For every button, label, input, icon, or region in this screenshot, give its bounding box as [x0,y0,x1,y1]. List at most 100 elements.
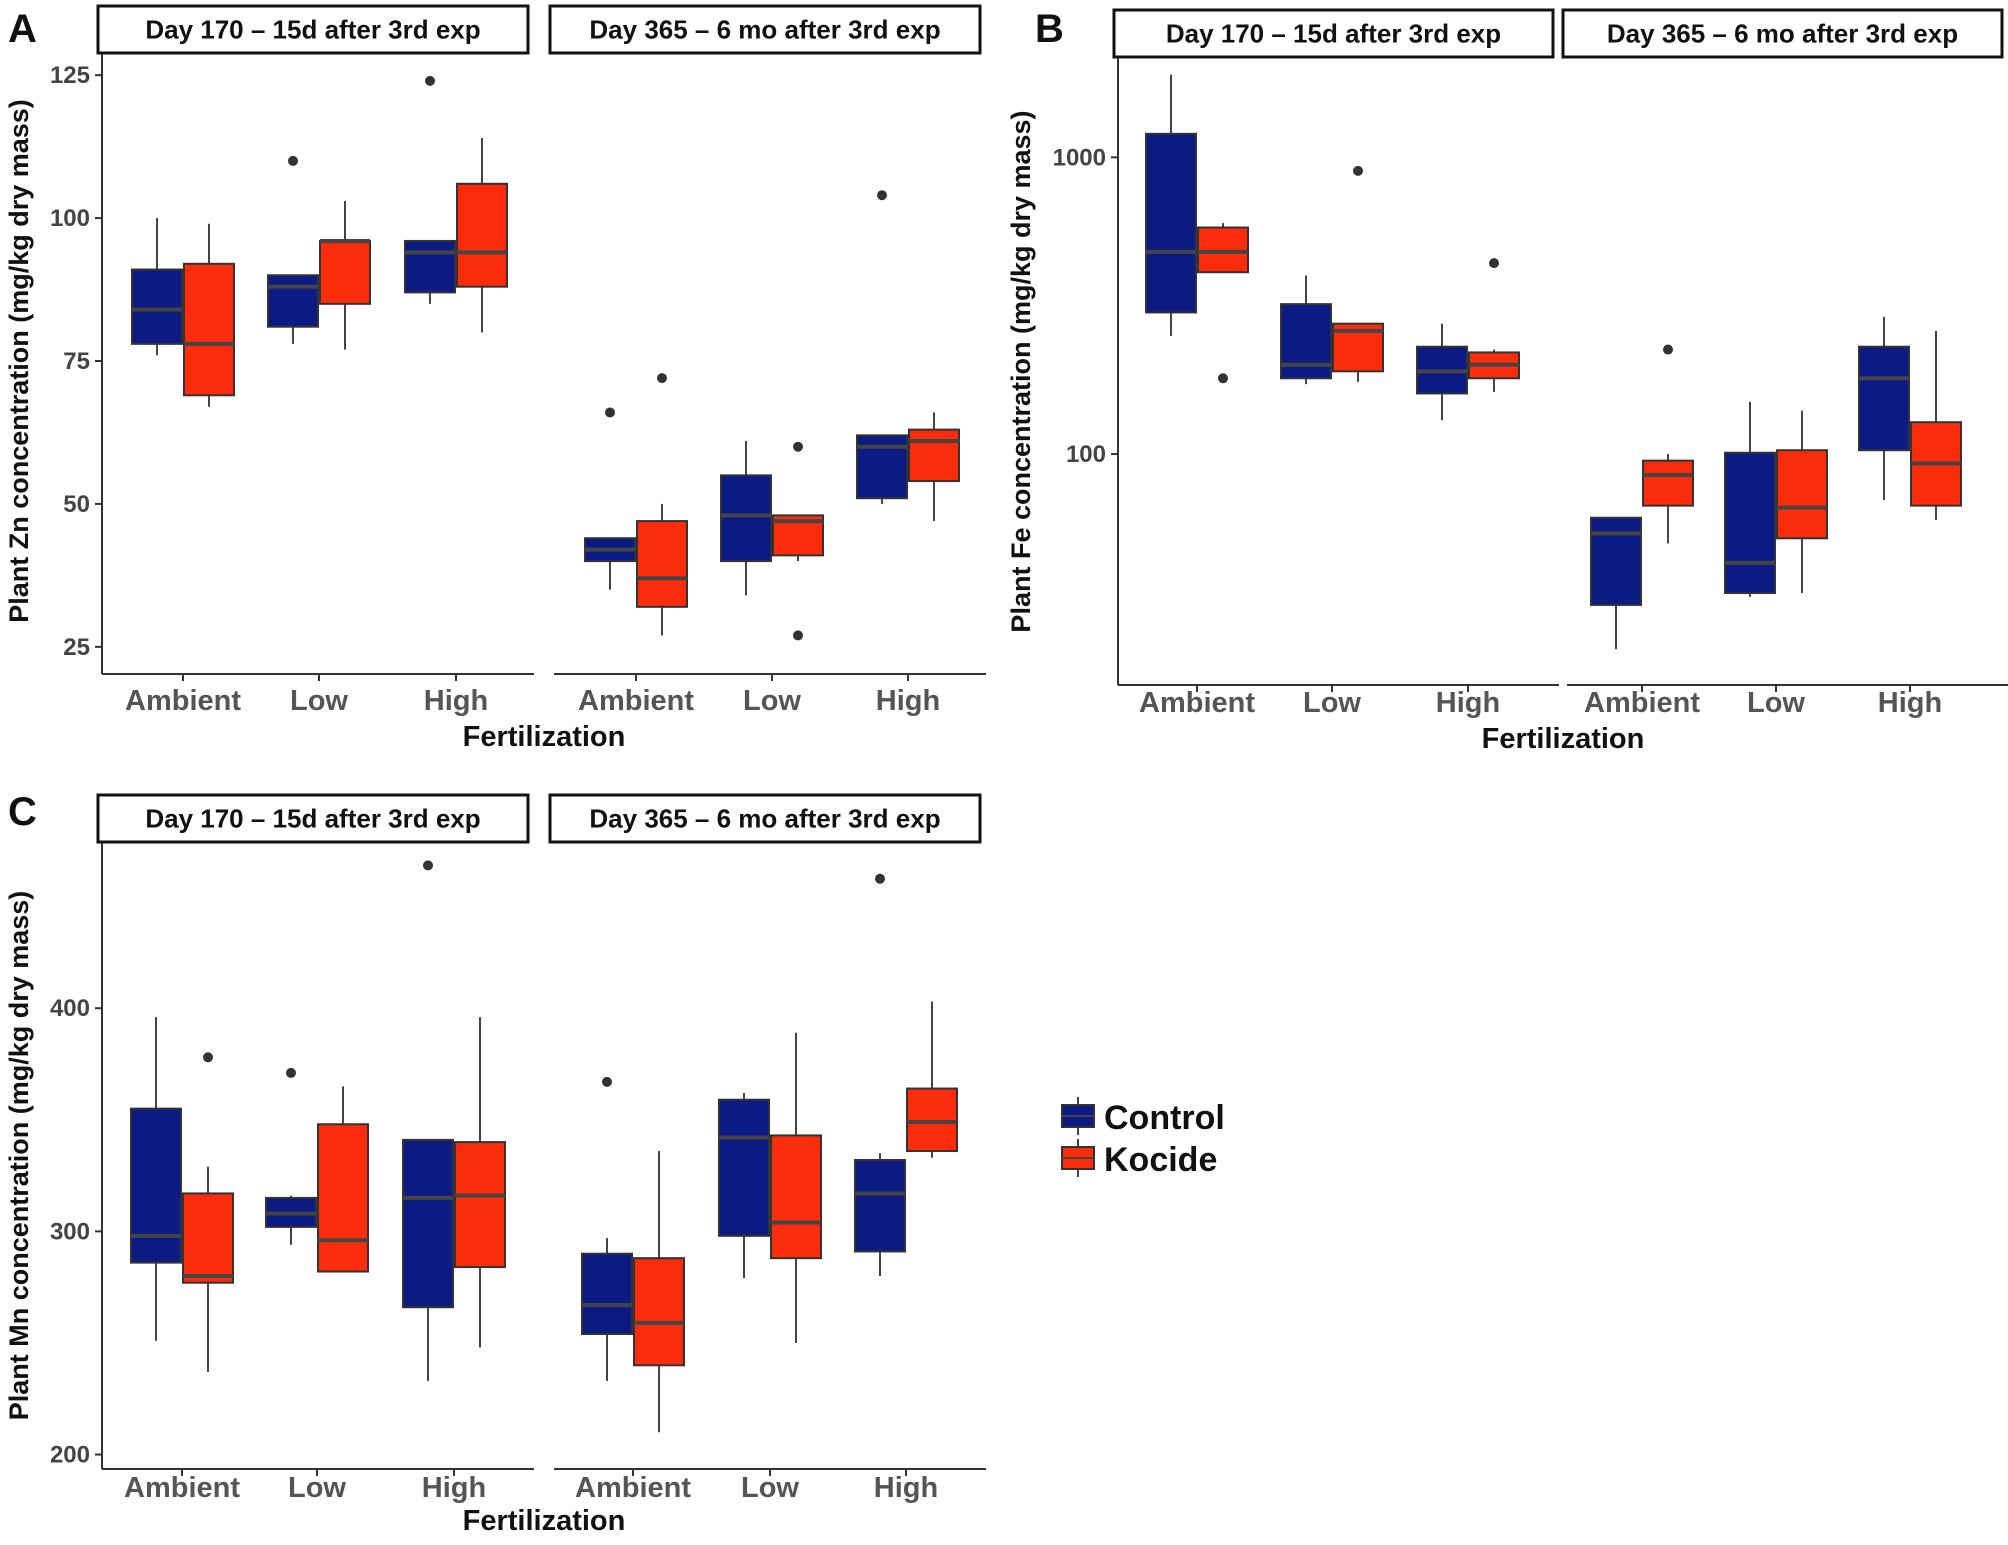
box-body [131,268,183,345]
box-body [1197,226,1249,274]
y-tick-label: 1000 [1053,144,1106,171]
facet-1: Day 170 – 15d after 3rd exp Ambient Low Hig… [96,4,534,717]
box-body [854,1158,906,1253]
x-tick-label: Low [741,1472,799,1504]
y-axis-title: Plant Mn concentration (mg/kg dry mass) [4,891,34,1421]
outlier-point [423,860,433,871]
box-body [130,1107,182,1264]
y-axis-title: Plant Fe concentration (mg/kg dry mass) [1006,110,1036,632]
legend-item-control: Control [1061,1097,1225,1137]
facet-strip-label: Day 365 – 6 mo after 3rd exp [589,804,940,834]
box-body [581,1252,633,1336]
box-body [1145,132,1197,314]
x-tick-label: Ambient [1139,687,1255,719]
box-kocide-ambient [182,1052,234,1372]
panel-B: B 100 1000 Plant Fe concentration (mg/kg dr… [1006,7,2008,755]
outlier-point [1353,165,1363,176]
outlier-point [1489,258,1499,269]
y-tick-label: 25 [63,634,90,661]
box-control-low [720,441,772,596]
box-body [402,1138,454,1309]
box-kocide-ambient [1642,344,1694,544]
box-kocide-low [317,1086,369,1273]
x-tick-label: Ambient [575,1472,691,1504]
facet-strip-label: Day 170 – 15d after 3rd exp [145,804,480,834]
y-tick-label: 50 [63,491,90,518]
x-tick-label: High [876,685,940,717]
box-control-high [856,190,908,504]
facet-2: Day 365 – 6 mo after 3rd exp Ambient Low Hi… [548,793,986,1504]
box-kocide-low [1776,410,1828,594]
box-control-low [1724,401,1776,597]
facet-strip-label: Day 365 – 6 mo after 3rd exp [589,15,940,45]
outlier-point [657,373,667,384]
x-axis-title: Fertilization [463,721,626,753]
box-control-ambient [131,218,183,356]
box-body [183,262,235,397]
box-control-ambient [130,1017,182,1341]
box-body [1858,345,1910,452]
box-body [633,1257,685,1367]
box-body [319,239,371,305]
legend-label-control: Control [1104,1099,1225,1137]
box-kocide-high [456,138,508,333]
legend-item-kocide: Kocide [1061,1139,1217,1179]
box-body [906,1087,958,1153]
outlier-point [288,155,298,166]
outlier-point [286,1067,296,1078]
box-control-low [1280,275,1332,385]
x-tick-label: Low [1747,687,1805,719]
x-tick-label: Low [288,1472,346,1504]
facet-strip-label: Day 170 – 15d after 3rd exp [1166,19,1501,49]
box-body [856,434,908,500]
box-kocide-low [319,200,371,350]
x-tick-label: Ambient [125,685,241,717]
box-body [720,474,772,563]
legend: Control Kocide [1061,1097,1225,1179]
facet-strip [548,4,982,55]
box-body [317,1123,369,1273]
outlier-point [877,190,887,201]
outlier-point [793,441,803,452]
x-tick-label: High [422,1472,486,1504]
y-tick-label: 125 [50,62,90,89]
outlier-point [875,873,885,884]
facet-strip-label: Day 365 – 6 mo after 3rd exp [1607,19,1958,49]
box-body [1280,303,1332,380]
box-body [1724,451,1776,595]
box-kocide-high [908,412,960,522]
box-control-high [402,860,454,1381]
box-kocide-low [1332,165,1384,382]
box-control-low [718,1093,770,1279]
x-tick-label: Ambient [124,1472,240,1504]
box-control-high [1858,316,1910,500]
y-tick-label: 100 [50,205,90,232]
box-control-ambient [1145,74,1197,336]
box-control-high [1416,323,1468,421]
box-kocide-ambient [1197,223,1249,384]
box-kocide-high [1910,330,1962,520]
box-kocide-high [906,1001,958,1158]
box-body [636,520,688,608]
box-body [267,274,319,328]
outlier-point [425,75,435,86]
outlier-point [793,630,803,641]
panel-C: C 200 300 400 Plant Mn concentration (mg/kg … [4,790,986,1537]
x-tick-label: High [874,1472,938,1504]
box-control-high [404,75,456,304]
y-tick-label: 100 [1066,441,1106,468]
y-tick-label: 75 [63,348,90,375]
facet-2: Day 365 – 6 mo after 3rd exp Ambient Low Hi… [1561,8,2008,719]
x-axis-title: Fertilization [463,1505,626,1537]
facet-1: Day 170 – 15d after 3rd exp Ambient Low Hig… [1112,8,1559,719]
y-tick-label: 400 [50,995,90,1022]
facet-2: Day 365 – 6 mo after 3rd exp Ambient Low Hi… [548,4,986,717]
x-tick-label: Low [290,685,348,717]
box-kocide-ambient [636,373,688,636]
x-tick-label: High [424,685,488,717]
box-body [1642,459,1694,507]
x-tick-label: High [1878,687,1942,719]
panels: A 25 50 75 100 125 Plant Zn concentration (mg/… [4,4,2008,1537]
box-kocide-ambient [183,223,235,407]
